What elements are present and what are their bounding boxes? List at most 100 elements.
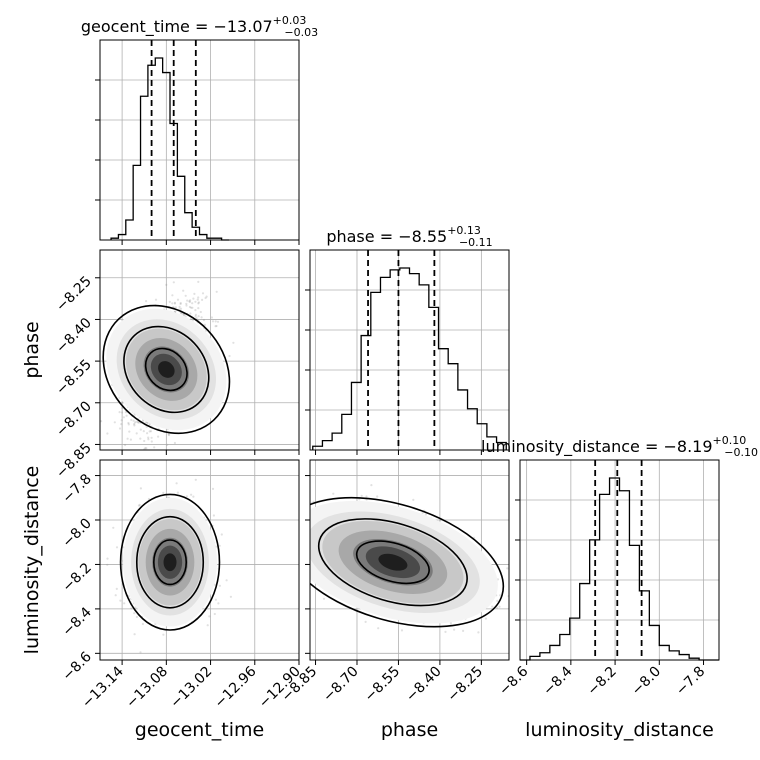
title-geocent_time: geocent_time = −13.07+0.03 −0.03 xyxy=(81,14,318,39)
scatter-point xyxy=(194,315,197,318)
panel-frame xyxy=(309,459,510,661)
title-phase: phase = −8.55+0.13 −0.11 xyxy=(326,224,492,249)
panel-content xyxy=(301,460,509,660)
scatter-point xyxy=(120,423,123,426)
scatter-point xyxy=(142,419,145,422)
title-minus: −0.03 xyxy=(284,26,318,39)
scatter-point xyxy=(370,484,373,487)
scatter-point xyxy=(106,557,109,560)
scatter-point xyxy=(135,615,138,619)
scatter-point xyxy=(168,433,171,437)
y-tick-label-luminosity_distance: −8.2 xyxy=(59,560,94,595)
scatter-point xyxy=(301,507,303,509)
x-tick-label-luminosity_distance: −7.8 xyxy=(673,664,708,699)
scatter-panel-geocent_time-phase xyxy=(99,249,300,454)
scatter-point xyxy=(188,300,191,303)
y-tick-label-phase: −8.55 xyxy=(53,357,95,399)
scatter-point xyxy=(215,290,218,293)
hist-bg xyxy=(520,460,719,660)
title-luminosity_distance: luminosity_distance = −8.19+0.10 −0.10 xyxy=(481,434,758,459)
scatter-point xyxy=(496,599,499,603)
scatter-point xyxy=(175,482,178,485)
scatter-point xyxy=(205,295,208,298)
scatter-point xyxy=(215,324,218,328)
scatter-point xyxy=(193,292,196,295)
scatter-point xyxy=(412,498,415,501)
scatter-point xyxy=(305,534,307,536)
density-map xyxy=(119,493,221,631)
scatter-point xyxy=(144,447,147,450)
scatter-point xyxy=(146,432,149,435)
scatter-point xyxy=(322,597,326,600)
scatter-point xyxy=(212,514,215,517)
scatter-point xyxy=(165,283,168,286)
scatter-point xyxy=(174,310,177,313)
scatter-point xyxy=(197,302,200,305)
scatter-point xyxy=(444,630,447,634)
scatter-point xyxy=(192,495,195,498)
histogram-phase xyxy=(312,267,507,450)
scatter-point xyxy=(122,416,125,419)
scatter-point xyxy=(214,320,217,323)
contour-1 xyxy=(123,325,210,414)
x-tick-label-phase: −8.25 xyxy=(445,664,487,706)
scatter-point xyxy=(185,302,188,305)
scatter-point xyxy=(178,305,181,308)
hist-bg xyxy=(100,40,299,240)
scatter-point xyxy=(171,302,174,305)
scatter-point xyxy=(421,511,424,514)
scatter-point xyxy=(166,443,169,446)
scatter-point xyxy=(194,478,197,481)
scatter-point xyxy=(185,304,188,307)
scatter-point xyxy=(218,544,221,547)
scatter-point xyxy=(194,300,197,303)
scatter-point xyxy=(127,423,130,426)
scatter-point xyxy=(127,421,130,425)
panel-frame xyxy=(99,249,300,451)
y-tick-label-luminosity_distance: −8.4 xyxy=(59,604,94,639)
contour-1 xyxy=(317,518,468,607)
scatter-point xyxy=(197,280,200,283)
title-prefix: phase = −8.55 xyxy=(326,227,447,246)
scatter-point xyxy=(143,439,146,443)
scatter-point xyxy=(134,606,137,609)
scatter-point xyxy=(139,452,141,454)
scatter-point xyxy=(477,631,480,634)
title-plus: +0.03 xyxy=(273,14,307,27)
scatter-point xyxy=(176,491,179,494)
scatter-point xyxy=(150,440,153,443)
hist-panel-luminosity_distance: luminosity_distance = −8.19+0.10 −0.10 xyxy=(481,434,758,661)
scatter-point xyxy=(204,296,207,300)
scatter-point xyxy=(203,323,206,326)
density-band xyxy=(163,553,177,572)
scatter-point xyxy=(196,298,199,301)
scatter-point xyxy=(332,492,335,495)
scatter-point xyxy=(213,612,216,616)
contour-0 xyxy=(310,496,505,628)
scatter-point xyxy=(123,602,126,605)
scatter-point xyxy=(139,428,142,431)
scatter-point xyxy=(210,316,213,319)
hist-panel-phase: phase = −8.55+0.13 −0.11 xyxy=(305,224,510,451)
scatter-point xyxy=(228,354,231,358)
scatter-point xyxy=(179,307,183,310)
contour-2 xyxy=(355,540,430,585)
y-tick-label-phase: −8.70 xyxy=(53,398,95,440)
x-tick-label-luminosity_distance: −8.4 xyxy=(540,663,575,698)
hist-bg xyxy=(310,250,509,450)
scatter-point xyxy=(154,298,158,301)
scatter-point xyxy=(133,423,136,426)
x-axis-label-luminosity_distance: luminosity_distance xyxy=(525,719,714,741)
scatter-point xyxy=(130,607,133,610)
scatter-point xyxy=(147,436,150,439)
x-tick-label-phase: −8.70 xyxy=(320,664,362,706)
scatter-point xyxy=(167,433,170,436)
x-tick-label-phase: −8.40 xyxy=(403,664,445,706)
contour-2 xyxy=(144,347,188,392)
y-axis-label-phase: phase xyxy=(21,321,43,378)
scatter-point xyxy=(199,310,202,314)
scatter-point xyxy=(200,316,203,319)
title-plus: +0.13 xyxy=(447,224,481,237)
scatter-point xyxy=(499,594,502,597)
scatter-point xyxy=(138,503,141,506)
